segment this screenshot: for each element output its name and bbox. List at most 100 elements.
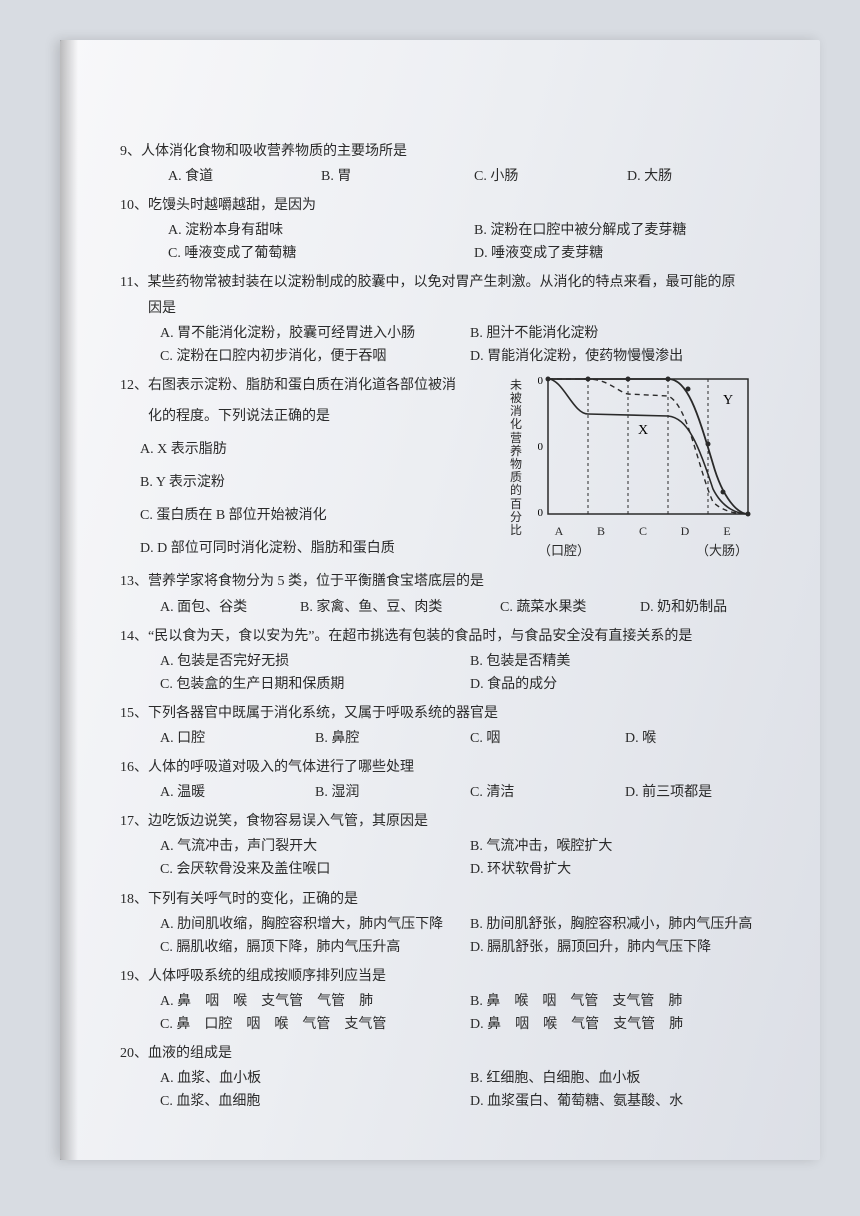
q13-opt-b: B. 家禽、鱼、豆、肉类 [300,596,500,619]
question-19: 19、人体呼吸系统的组成按顺序排列应当是 A. 鼻 咽 喉 支气管 气管 肺 B… [120,965,780,1036]
question-18: 18、下列有关呼气时的变化，正确的是 A. 肋间肌收缩，胸腔容积增大，肺内气压下… [120,888,780,959]
question-9: 9、人体消化食物和吸收营养物质的主要场所是 A. 食道 B. 胃 C. 小肠 D… [120,140,780,188]
q9-opt-c: C. 小肠 [474,165,627,188]
chart-label-x: X [638,423,648,438]
q10-stem: 10、吃馒头时越嚼越甜，是因为 [120,194,780,217]
q10-options: A. 淀粉本身有甜味 B. 淀粉在口腔中被分解成了麦芽糖 C. 唾液变成了葡萄糖… [120,219,780,265]
q15-options: A. 口腔 B. 鼻腔 C. 咽 D. 喉 [120,727,780,750]
xlab-e: E [706,522,748,542]
question-15: 15、下列各器官中既属于消化系统，又属于呼吸系统的器官是 A. 口腔 B. 鼻腔… [120,702,780,750]
q11-options: A. 胃不能消化淀粉，胶囊可经胃进入小肠 B. 胆汁不能消化淀粉 C. 淀粉在口… [120,322,780,368]
q14-opt-b: B. 包装是否精美 [470,650,780,673]
chart-label-y: Y [723,393,733,408]
question-14: 14、“民以食为天，食以安为先”。在超市挑选有包装的食品时，与食品安全没有直接关… [120,625,780,696]
q20-opt-c: C. 血浆、血细胞 [160,1090,470,1113]
q16-opt-c: C. 清洁 [470,781,625,804]
digestion-chart: 未被消化营养物质的百分比 100 50 0 [510,374,760,559]
q9-stem: 9、人体消化食物和吸收营养物质的主要场所是 [120,140,780,163]
xlab-a: A [538,522,580,542]
q18-opt-b: B. 肋间肌舒张，胸腔容积减小，肺内气压升高 [470,913,780,936]
q16-options: A. 温暖 B. 湿润 C. 清洁 D. 前三项都是 [120,781,780,804]
q15-opt-a: A. 口腔 [160,727,315,750]
q12-stem1: 12、右图表示淀粉、脂肪和蛋白质在消化道各部位被消 [120,374,480,397]
xlab-d: D [664,522,706,542]
q17-opt-c: C. 会厌软骨没来及盖住喉口 [160,858,470,881]
q12-opt-c: C. 蛋白质在 B 部位开始被消化 [120,504,480,527]
q18-stem: 18、下列有关呼气时的变化，正确的是 [120,888,780,911]
q10-opt-c: C. 唾液变成了葡萄糖 [168,242,474,265]
q17-options: A. 气流冲击，声门裂开大 B. 气流冲击，喉腔扩大 C. 会厌软骨没来及盖住喉… [120,835,780,881]
q14-opt-d: D. 食品的成分 [470,673,780,696]
q19-opt-b: B. 鼻 喉 咽 气管 支气管 肺 [470,990,780,1013]
exam-page: 9、人体消化食物和吸收营养物质的主要场所是 A. 食道 B. 胃 C. 小肠 D… [60,40,820,1160]
q14-opt-a: A. 包装是否完好无损 [160,650,470,673]
q9-opt-a: A. 食道 [168,165,321,188]
q12-opt-d: D. D 部位可同时消化淀粉、脂肪和蛋白质 [120,537,480,560]
q20-stem: 20、血液的组成是 [120,1042,780,1065]
q17-opt-a: A. 气流冲击，声门裂开大 [160,835,470,858]
q16-stem: 16、人体的呼吸道对吸入的气体进行了哪些处理 [120,756,780,779]
q20-opt-b: B. 红细胞、白细胞、血小板 [470,1067,780,1090]
chart-svg: 100 50 0 [538,374,753,524]
question-20: 20、血液的组成是 A. 血浆、血小板 B. 红细胞、白细胞、血小板 C. 血浆… [120,1042,780,1113]
q18-opt-d: D. 膈肌舒张，膈顶回升，肺内气压下降 [470,936,780,959]
q18-opt-c: C. 膈肌收缩，膈顶下降，肺内气压升高 [160,936,470,959]
q18-opt-a: A. 肋间肌收缩，胸腔容积增大，肺内气压下降 [160,913,470,936]
q10-opt-a: A. 淀粉本身有甜味 [168,219,474,242]
q13-options: A. 面包、谷类 B. 家禽、鱼、豆、肉类 C. 蔬菜水果类 D. 奶和奶制品 [120,596,780,619]
q13-opt-d: D. 奶和奶制品 [640,596,780,619]
ytick-50: 50 [538,441,544,453]
paren-right: （大肠） [696,540,748,561]
question-12: 12、右图表示淀粉、脂肪和蛋白质在消化道各部位被消 化的程度。下列说法正确的是 … [120,374,780,561]
q14-stem: 14、“民以食为天，食以安为先”。在超市挑选有包装的食品时，与食品安全没有直接关… [120,625,780,648]
q11-stem2: 因是 [120,297,780,320]
q11-opt-d: D. 胃能消化淀粉，使药物慢慢渗出 [470,345,780,368]
q16-opt-b: B. 湿润 [315,781,470,804]
q15-opt-c: C. 咽 [470,727,625,750]
q17-opt-d: D. 环状软骨扩大 [470,858,780,881]
q20-options: A. 血浆、血小板 B. 红细胞、白细胞、血小板 C. 血浆、血细胞 D. 血浆… [120,1067,780,1113]
chart-ylabel: 未被消化营养物质的百分比 [510,379,526,537]
q15-stem: 15、下列各器官中既属于消化系统，又属于呼吸系统的器官是 [120,702,780,725]
q14-opt-c: C. 包装盒的生产日期和保质期 [160,673,470,696]
paren-left: （口腔） [538,540,590,561]
q11-stem1: 11、某些药物常被封装在以淀粉制成的胶囊中，以免对胃产生刺激。从消化的特点来看，… [120,271,780,294]
q12-opt-a: A. X 表示脂肪 [120,438,480,461]
q13-opt-c: C. 蔬菜水果类 [500,596,640,619]
q19-opt-c: C. 鼻 口腔 咽 喉 气管 支气管 [160,1013,470,1036]
q19-stem: 19、人体呼吸系统的组成按顺序排列应当是 [120,965,780,988]
q9-options: A. 食道 B. 胃 C. 小肠 D. 大肠 [120,165,780,188]
question-10: 10、吃馒头时越嚼越甜，是因为 A. 淀粉本身有甜味 B. 淀粉在口腔中被分解成… [120,194,780,265]
ytick-100: 100 [538,375,544,387]
q14-options: A. 包装是否完好无损 B. 包装是否精美 C. 包装盒的生产日期和保质期 D.… [120,650,780,696]
q11-opt-a: A. 胃不能消化淀粉，胶囊可经胃进入小肠 [160,322,470,345]
q18-options: A. 肋间肌收缩，胸腔容积增大，肺内气压下降 B. 肋间肌舒张，胸腔容积减小，肺… [120,913,780,959]
q13-stem: 13、营养学家将食物分为 5 类，位于平衡膳食宝塔底层的是 [120,570,780,593]
q12-stem2: 化的程度。下列说法正确的是 [120,405,480,428]
q11-opt-c: C. 淀粉在口腔内初步消化，便于吞咽 [160,345,470,368]
xlab-c: C [622,522,664,542]
q16-opt-a: A. 温暖 [160,781,315,804]
q10-opt-d: D. 唾液变成了麦芽糖 [474,242,780,265]
q13-opt-a: A. 面包、谷类 [160,596,300,619]
q15-opt-d: D. 喉 [625,727,780,750]
q19-opt-d: D. 鼻 咽 喉 气管 支气管 肺 [470,1013,780,1036]
q12-text: 12、右图表示淀粉、脂肪和蛋白质在消化道各部位被消 化的程度。下列说法正确的是 … [120,374,480,561]
q20-opt-a: A. 血浆、血小板 [160,1067,470,1090]
q17-opt-b: B. 气流冲击，喉腔扩大 [470,835,780,858]
q16-opt-d: D. 前三项都是 [625,781,780,804]
chart-xlabels: A B C D E [538,522,748,542]
q9-opt-b: B. 胃 [321,165,474,188]
question-16: 16、人体的呼吸道对吸入的气体进行了哪些处理 A. 温暖 B. 湿润 C. 清洁… [120,756,780,804]
question-17: 17、边吃饭边说笑，食物容易误入气管，其原因是 A. 气流冲击，声门裂开大 B.… [120,810,780,881]
q15-opt-b: B. 鼻腔 [315,727,470,750]
q17-stem: 17、边吃饭边说笑，食物容易误入气管，其原因是 [120,810,780,833]
question-13: 13、营养学家将食物分为 5 类，位于平衡膳食宝塔底层的是 A. 面包、谷类 B… [120,570,780,618]
q9-opt-d: D. 大肠 [627,165,780,188]
q12-opt-b: B. Y 表示淀粉 [120,471,480,494]
chart-paren: （口腔） （大肠） [538,540,748,561]
q19-opt-a: A. 鼻 咽 喉 支气管 气管 肺 [160,990,470,1013]
ytick-0: 0 [538,507,544,519]
xlab-b: B [580,522,622,542]
question-11: 11、某些药物常被封装在以淀粉制成的胶囊中，以免对胃产生刺激。从消化的特点来看，… [120,271,780,367]
